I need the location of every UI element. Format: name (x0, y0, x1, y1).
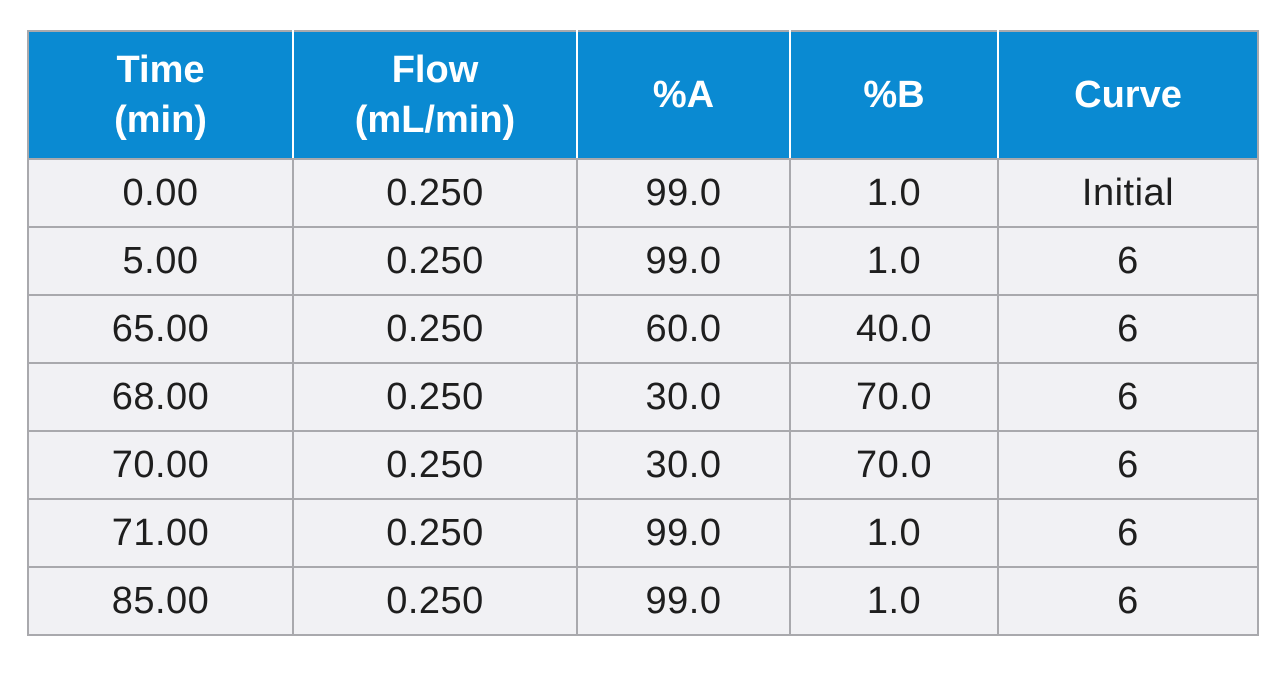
header-time-line1: Time (116, 49, 205, 91)
table-row: 68.00 0.250 30.0 70.0 6 (27, 362, 1259, 432)
table-row: 85.00 0.250 99.0 1.0 6 (27, 566, 1259, 636)
table-row: 70.00 0.250 30.0 70.0 6 (27, 430, 1259, 500)
cell-flow: 0.250 (292, 158, 578, 228)
cell-curve: 6 (997, 498, 1259, 568)
cell-time: 65.00 (27, 294, 294, 364)
header-row: Time (min) Flow (mL/min) %A %B Curve (27, 30, 1259, 160)
header-flow-line2: (mL/min) (354, 99, 516, 141)
header-time-line2: (min) (114, 99, 207, 141)
cell-percent-a: 30.0 (576, 430, 791, 500)
cell-flow: 0.250 (292, 294, 578, 364)
table-row: 0.00 0.250 99.0 1.0 Initial (27, 158, 1259, 228)
cell-time: 0.00 (27, 158, 294, 228)
cell-curve: 6 (997, 566, 1259, 636)
cell-percent-b: 1.0 (789, 226, 999, 296)
cell-percent-b: 70.0 (789, 430, 999, 500)
cell-percent-a: 30.0 (576, 362, 791, 432)
header-time: Time (min) (27, 30, 294, 160)
cell-curve: 6 (997, 294, 1259, 364)
cell-percent-b: 1.0 (789, 158, 999, 228)
cell-percent-a: 99.0 (576, 566, 791, 636)
header-curve-label: Curve (1074, 74, 1182, 116)
cell-percent-a: 99.0 (576, 226, 791, 296)
table-row: 71.00 0.250 99.0 1.0 6 (27, 498, 1259, 568)
gradient-table-container: Time (min) Flow (mL/min) %A %B Curve (27, 30, 1259, 636)
header-percent-a-label: %A (652, 74, 715, 116)
table-header: Time (min) Flow (mL/min) %A %B Curve (27, 30, 1259, 160)
cell-flow: 0.250 (292, 498, 578, 568)
cell-time: 85.00 (27, 566, 294, 636)
cell-percent-a: 60.0 (576, 294, 791, 364)
table-body: 0.00 0.250 99.0 1.0 Initial 5.00 0.250 9… (27, 158, 1259, 636)
gradient-table: Time (min) Flow (mL/min) %A %B Curve (27, 30, 1259, 636)
header-flow: Flow (mL/min) (292, 30, 578, 160)
cell-percent-b: 70.0 (789, 362, 999, 432)
cell-curve: Initial (997, 158, 1259, 228)
cell-curve: 6 (997, 226, 1259, 296)
cell-curve: 6 (997, 362, 1259, 432)
cell-curve: 6 (997, 430, 1259, 500)
cell-time: 70.00 (27, 430, 294, 500)
cell-flow: 0.250 (292, 566, 578, 636)
cell-percent-b: 1.0 (789, 498, 999, 568)
cell-time: 71.00 (27, 498, 294, 568)
header-flow-line1: Flow (391, 49, 479, 91)
cell-flow: 0.250 (292, 362, 578, 432)
header-curve: Curve (997, 30, 1259, 160)
header-percent-a: %A (576, 30, 791, 160)
cell-time: 5.00 (27, 226, 294, 296)
cell-percent-b: 1.0 (789, 566, 999, 636)
cell-flow: 0.250 (292, 226, 578, 296)
cell-percent-a: 99.0 (576, 158, 791, 228)
cell-time: 68.00 (27, 362, 294, 432)
header-percent-b: %B (789, 30, 999, 160)
cell-percent-b: 40.0 (789, 294, 999, 364)
table-row: 5.00 0.250 99.0 1.0 6 (27, 226, 1259, 296)
cell-percent-a: 99.0 (576, 498, 791, 568)
cell-flow: 0.250 (292, 430, 578, 500)
header-percent-b-label: %B (863, 74, 925, 116)
table-row: 65.00 0.250 60.0 40.0 6 (27, 294, 1259, 364)
